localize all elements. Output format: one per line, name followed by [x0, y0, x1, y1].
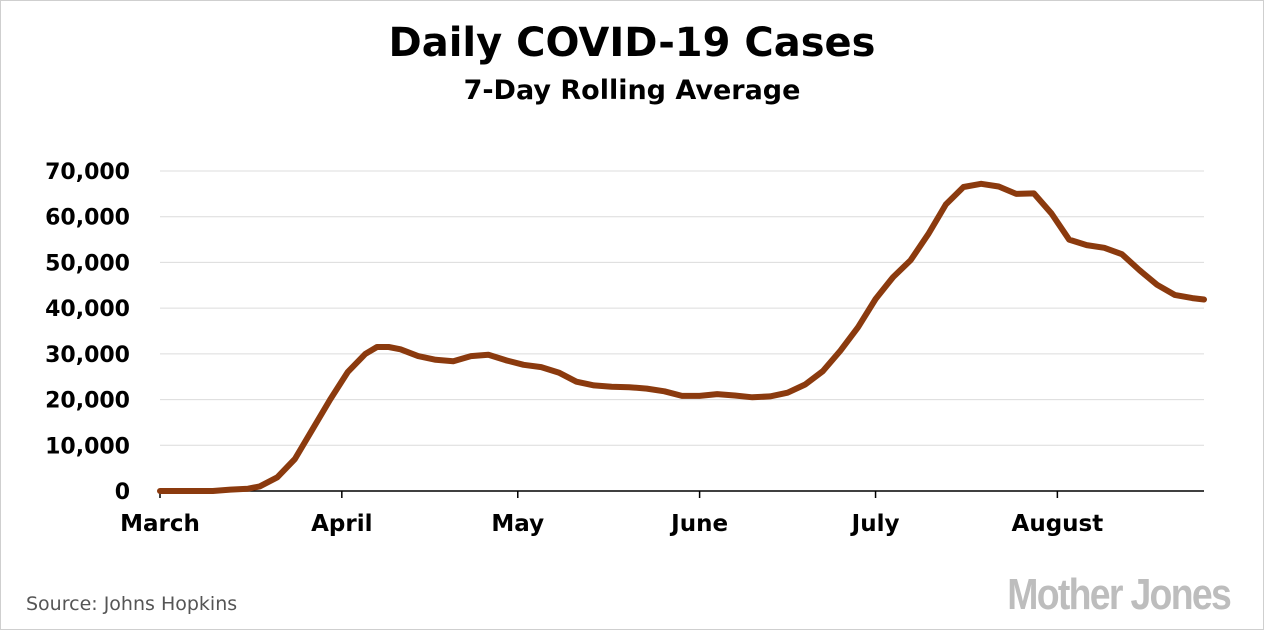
x-tick-label: March [120, 511, 200, 537]
series-line [157, 180, 1207, 494]
x-axis [159, 490, 1204, 498]
publisher-logo: Mother Jones [1007, 570, 1231, 619]
y-tick-label: 20,000 [45, 389, 130, 414]
x-tick-label: May [491, 511, 544, 537]
x-tick-label: April [311, 511, 372, 537]
y-tick-label: 40,000 [45, 297, 130, 322]
y-tick-label: 60,000 [45, 206, 130, 231]
y-tick-label: 70,000 [45, 160, 130, 185]
chart-title: Daily COVID-19 Cases [388, 20, 876, 66]
x-axis-labels: March April May June July August [120, 511, 1103, 537]
y-tick-label: 50,000 [45, 251, 130, 276]
series-lines [157, 180, 1207, 494]
source-note: Source: Johns Hopkins [26, 593, 238, 615]
gridlines [160, 170, 1204, 446]
x-tick-label: July [850, 511, 900, 537]
y-axis-labels: 0 10,000 20,000 30,000 40,000 50,000 60,000 70,… [45, 160, 130, 505]
y-tick-label: 10,000 [45, 434, 130, 459]
y-tick-label: 0 [115, 480, 130, 505]
chart-subtitle: 7-Day Rolling Average [463, 75, 801, 106]
x-tick-label: August [1012, 511, 1104, 537]
x-tick-label: June [669, 511, 728, 537]
y-tick-label: 30,000 [45, 343, 130, 368]
